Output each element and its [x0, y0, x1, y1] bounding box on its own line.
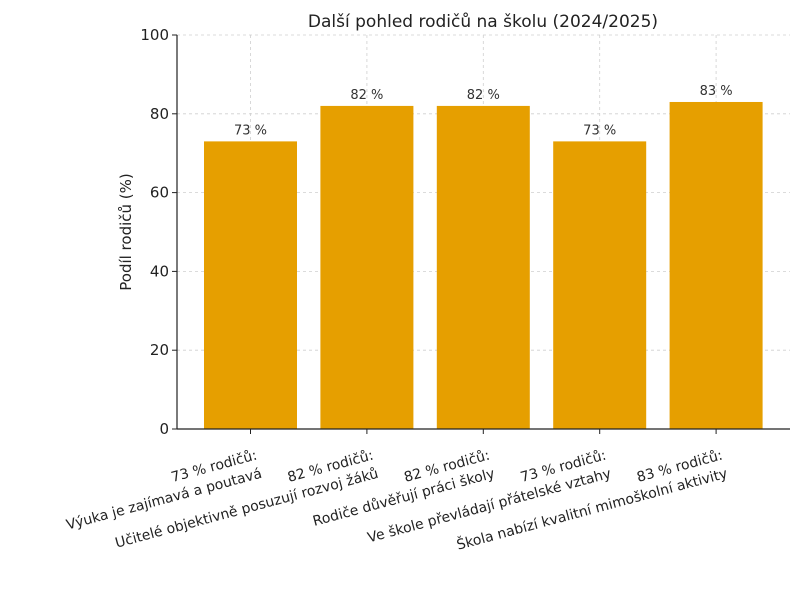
y-tick-label: 60 — [150, 184, 169, 202]
data-label: 82 % — [350, 88, 383, 103]
bars — [204, 101, 763, 430]
data-label: 83 % — [700, 84, 733, 99]
data-label: 82 % — [467, 88, 500, 103]
y-tick-label: 0 — [159, 420, 169, 438]
chart-title: Další pohled rodičů na školu (2024/2025) — [308, 12, 658, 32]
data-labels: 73 % 82 % 82 % 73 % 83 % — [234, 84, 733, 138]
bar — [669, 101, 763, 429]
bar — [436, 105, 530, 430]
bar — [553, 141, 647, 429]
y-tick-label: 80 — [150, 105, 169, 123]
bar — [320, 105, 414, 430]
y-axis-label: Podíl rodičů (%) — [117, 173, 135, 291]
bar — [204, 141, 297, 429]
data-label: 73 % — [234, 123, 267, 138]
y-ticks: 0 20 40 60 80 100 — [140, 26, 177, 438]
data-label: 73 % — [583, 123, 616, 138]
x-ticks: 73 % rodičů:Výuka je zajímavá a poutavá 8… — [65, 429, 729, 554]
y-tick-label: 100 — [140, 26, 169, 44]
y-tick-label: 40 — [150, 262, 169, 280]
y-tick-label: 20 — [150, 341, 169, 359]
